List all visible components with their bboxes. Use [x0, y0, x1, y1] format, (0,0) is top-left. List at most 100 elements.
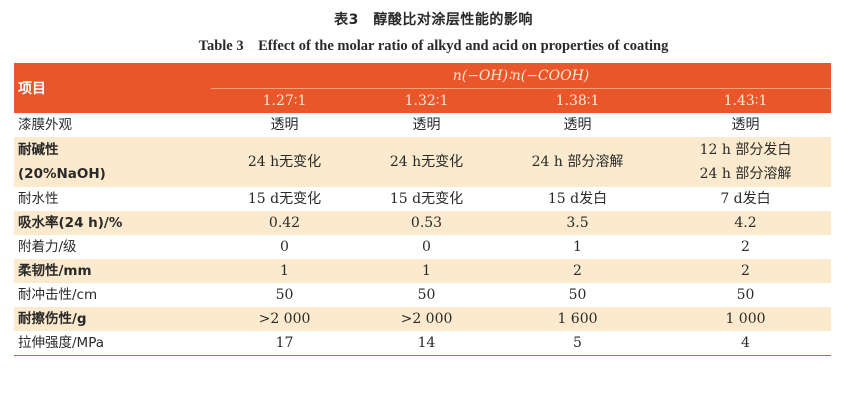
cell-value: 1: [422, 263, 431, 279]
table-cell: >2 000: [358, 307, 495, 331]
table-cell: 24 h 部分溶解: [495, 137, 660, 187]
table-cell: 24 h无变化: [211, 137, 358, 187]
table-cell: 3.5: [495, 211, 660, 235]
cell-value: 24 h 部分溶解: [699, 166, 792, 182]
ratio-group-header: n(−OH)∶n(−COOH): [211, 63, 831, 89]
cell-value: 1 600: [557, 311, 598, 327]
row-label-line: 柔韧性/mm: [18, 263, 92, 279]
table-cell: 4.2: [660, 211, 831, 235]
cell-value: 24 h无变化: [389, 154, 464, 170]
table-cell: 15 d无变化: [358, 187, 495, 211]
cell-value: 14: [417, 335, 436, 351]
row-label-line: 耐擦伤性/g: [18, 311, 87, 327]
row-label-line: 附着力/级: [18, 239, 77, 255]
cell-value: 0: [280, 239, 289, 255]
cell-value: 0.53: [410, 215, 443, 231]
cell-value: 2: [741, 263, 750, 279]
cell-value: 2: [573, 263, 582, 279]
table-row: 附着力/级 0 0 1 2: [14, 235, 831, 259]
table-cell: 0: [211, 235, 358, 259]
table-cell: 透明: [358, 113, 495, 137]
cell-value: 24 h 部分溶解: [531, 154, 624, 170]
table-cell: 50: [495, 283, 660, 307]
table-cell: 0.53: [358, 211, 495, 235]
table-cell: 0.42: [211, 211, 358, 235]
row-label: 耐冲击性/cm: [14, 283, 211, 307]
row-label-line: 耐冲击性/cm: [18, 287, 98, 303]
table-row: 拉伸强度/MPa 17 14 5 4: [14, 331, 831, 356]
table-cell: 2: [660, 259, 831, 283]
table-row: 漆膜外观 透明 透明 透明 透明: [14, 113, 831, 137]
table-cell: 透明: [660, 113, 831, 137]
row-label: 柔韧性/mm: [14, 259, 211, 283]
table-cell: 12 h 部分发白 24 h 部分溶解: [660, 137, 831, 187]
row-label: 漆膜外观: [14, 113, 211, 137]
cell-value: 50: [736, 287, 755, 303]
ratio-header: 1.32∶1: [358, 88, 495, 113]
table-row: 柔韧性/mm 1 1 2 2: [14, 259, 831, 283]
table-cell: 1: [358, 259, 495, 283]
cell-value: 12 h 部分发白: [699, 142, 792, 158]
table-cell: 17: [211, 331, 358, 356]
table-cell: 5: [495, 331, 660, 356]
table-cell: 50: [358, 283, 495, 307]
row-label: 吸水率(24 h)/%: [14, 211, 211, 235]
row-label: 耐擦伤性/g: [14, 307, 211, 331]
cell-value: 透明: [731, 117, 760, 133]
table-row: 吸水率(24 h)/% 0.42 0.53 3.5 4.2: [14, 211, 831, 235]
cell-value: 1: [573, 239, 582, 255]
cell-value: 1: [280, 263, 289, 279]
table-cell: 50: [660, 283, 831, 307]
row-label-line: (20%NaOH): [18, 166, 106, 182]
table-caption-cn: 表3 醇酸比对涂层性能的影响: [334, 12, 533, 28]
cell-value: 7 d发白: [720, 191, 771, 207]
table-cell: 14: [358, 331, 495, 356]
cell-value: 4.2: [734, 215, 757, 231]
ratio-header: 1.27∶1: [211, 88, 358, 113]
row-label-line: 耐水性: [18, 191, 59, 207]
table-cell: 0: [358, 235, 495, 259]
cell-value: 15 d发白: [547, 191, 608, 207]
cell-value: 50: [568, 287, 587, 303]
table-cell: 15 d发白: [495, 187, 660, 211]
cell-value: 4: [741, 335, 750, 351]
ratio-header: 1.38∶1: [495, 88, 660, 113]
cell-value: 透明: [563, 117, 592, 133]
table-cell: 1 000: [660, 307, 831, 331]
cell-value: 5: [573, 335, 582, 351]
table-cell: 2: [660, 235, 831, 259]
cell-value: 0.42: [268, 215, 301, 231]
row-label: 拉伸强度/MPa: [14, 331, 211, 356]
table-cell: 50: [211, 283, 358, 307]
table-cell: 4: [660, 331, 831, 356]
cell-value: 1 000: [725, 311, 766, 327]
cell-value: 透明: [270, 117, 299, 133]
cell-value: 15 d无变化: [247, 191, 322, 207]
cell-value: 透明: [412, 117, 441, 133]
table-row: 耐水性 15 d无变化 15 d无变化 15 d发白 7 d发白: [14, 187, 831, 211]
cell-value: 2: [741, 239, 750, 255]
table-cell: 2: [495, 259, 660, 283]
properties-table: 项目 n(−OH)∶n(−COOH) 1.27∶1 1.32∶1 1.38∶1 …: [14, 63, 831, 356]
row-label-line: 耐碱性: [18, 142, 59, 158]
cell-value: >2 000: [400, 311, 453, 327]
table-cell: 24 h无变化: [358, 137, 495, 187]
row-label-line: 拉伸强度/MPa: [18, 335, 105, 351]
row-label-line: 吸水率(24 h)/%: [18, 215, 123, 231]
row-label: 耐碱性 (20%NaOH): [14, 137, 211, 187]
table-cell: 1: [211, 259, 358, 283]
row-label: 附着力/级: [14, 235, 211, 259]
table-body: 漆膜外观 透明 透明 透明 透明 耐碱性 (20%NaOH) 24 h无变化 24 h无变化 24…: [14, 113, 831, 356]
table-cell: 透明: [211, 113, 358, 137]
table-row: 耐冲击性/cm 50 50 50 50: [14, 283, 831, 307]
cell-value: 24 h无变化: [247, 154, 322, 170]
ratio-header: 1.43∶1: [660, 88, 831, 113]
row-label: 耐水性: [14, 187, 211, 211]
cell-value: 50: [417, 287, 436, 303]
cell-value: >2 000: [258, 311, 311, 327]
cell-value: 15 d无变化: [389, 191, 464, 207]
table-cell: 7 d发白: [660, 187, 831, 211]
table-row: 耐擦伤性/g >2 000 >2 000 1 600 1 000: [14, 307, 831, 331]
row-label-line: 漆膜外观: [18, 117, 72, 133]
